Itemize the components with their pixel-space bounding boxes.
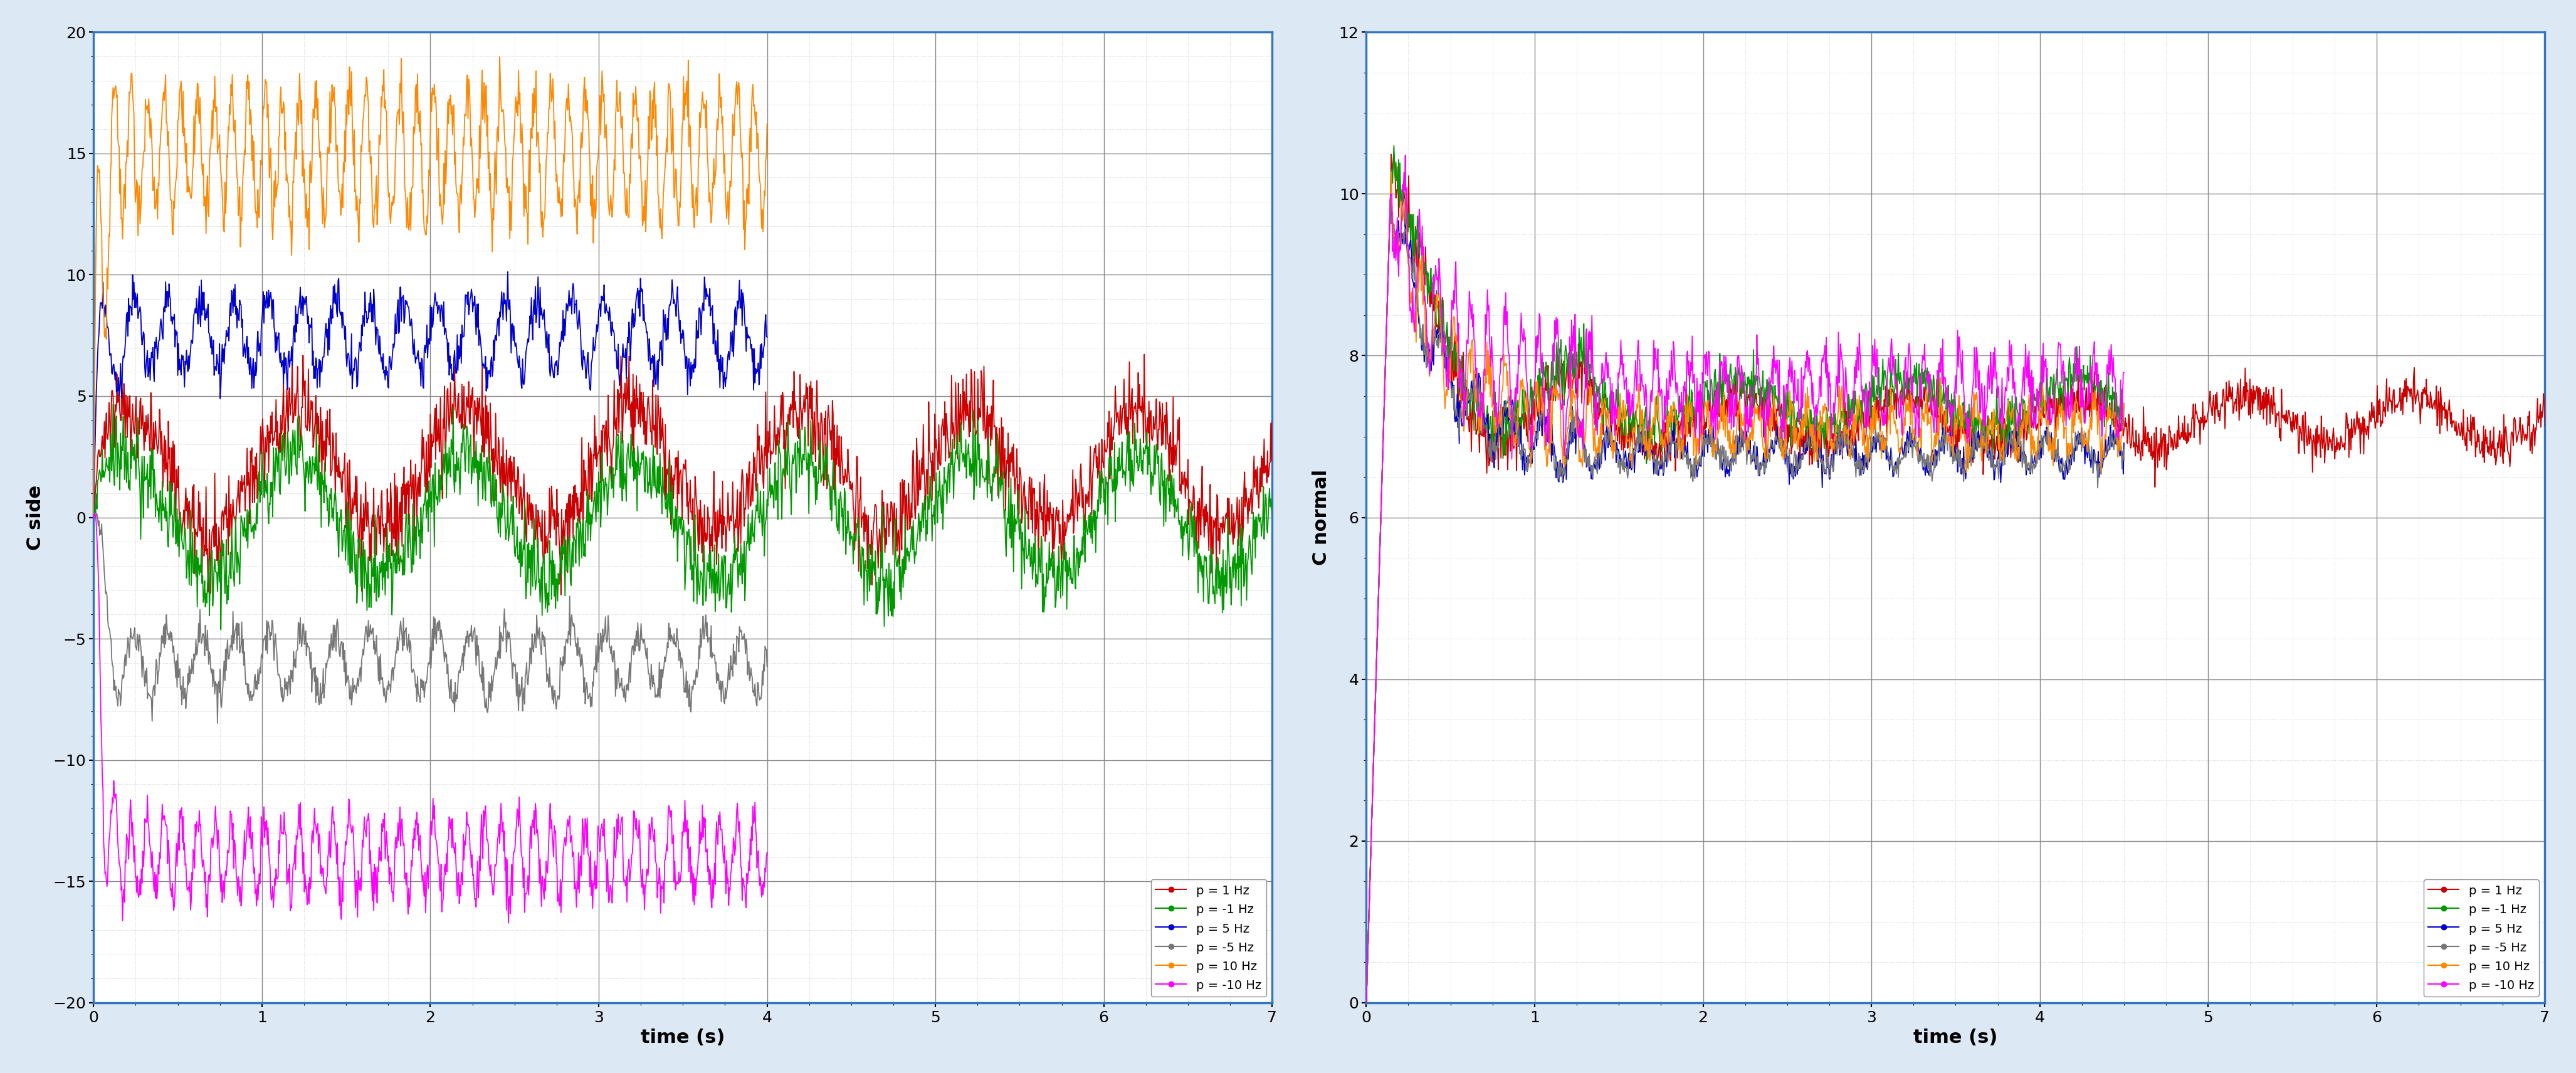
- Legend: p = 1 Hz, p = -1 Hz, p = 5 Hz, p = -5 Hz, p = 10 Hz, p = -10 Hz: p = 1 Hz, p = -1 Hz, p = 5 Hz, p = -5 Hz…: [2424, 879, 2540, 997]
- X-axis label: time (s): time (s): [641, 1029, 724, 1047]
- Y-axis label: C side: C side: [26, 485, 44, 550]
- Y-axis label: C normal: C normal: [1311, 469, 1329, 565]
- Legend: p = 1 Hz, p = -1 Hz, p = 5 Hz, p = -5 Hz, p = 10 Hz, p = -10 Hz: p = 1 Hz, p = -1 Hz, p = 5 Hz, p = -5 Hz…: [1151, 879, 1265, 997]
- X-axis label: time (s): time (s): [1914, 1029, 1999, 1047]
